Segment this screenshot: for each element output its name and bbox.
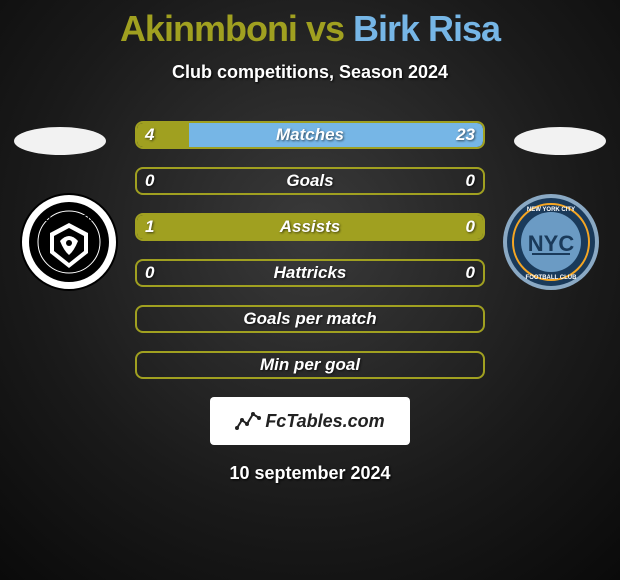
stat-row: 10Assists [135,213,485,241]
stat-label: Min per goal [137,353,483,377]
stat-row: Min per goal [135,351,485,379]
chart-icon [235,410,261,432]
title-player-right: Birk Risa [353,8,500,49]
nycfc-badge-icon: NEW YORK CITY FOOTBALL CLUB NYC [502,193,600,291]
dc-united-badge-icon: D.C. UNITED [20,193,118,291]
svg-text:D.C. UNITED: D.C. UNITED [45,214,93,223]
svg-text:NEW YORK CITY: NEW YORK CITY [527,207,575,213]
branding-badge: FcTables.com [210,397,410,445]
stat-label: Matches [137,123,483,147]
title-vs: vs [297,8,353,49]
team-logo-left: D.C. UNITED [20,193,118,291]
stat-label: Assists [137,215,483,239]
flag-left [14,127,106,155]
svg-text:NYC: NYC [528,231,575,256]
stat-label: Goals [137,169,483,193]
stat-label: Goals per match [137,307,483,331]
stat-row: 00Hattricks [135,259,485,287]
main-panel: D.C. UNITED NEW YORK CITY FOOTBALL CLUB … [0,121,620,484]
team-logo-right: NEW YORK CITY FOOTBALL CLUB NYC [502,193,600,291]
stat-row: 00Goals [135,167,485,195]
branding-text: FcTables.com [265,411,384,432]
comparison-title: Akinmboni vs Birk Risa [0,0,620,50]
flag-right [514,127,606,155]
stats-container: 423Matches 00Goals 10Assists 00Hattricks Goa… [135,121,485,379]
title-player-left: Akinmboni [120,8,297,49]
stat-row: Goals per match [135,305,485,333]
date-text: 10 september 2024 [0,463,620,484]
subtitle: Club competitions, Season 2024 [0,62,620,83]
stat-row: 423Matches [135,121,485,149]
stat-label: Hattricks [137,261,483,285]
svg-text:FOOTBALL CLUB: FOOTBALL CLUB [526,275,578,281]
